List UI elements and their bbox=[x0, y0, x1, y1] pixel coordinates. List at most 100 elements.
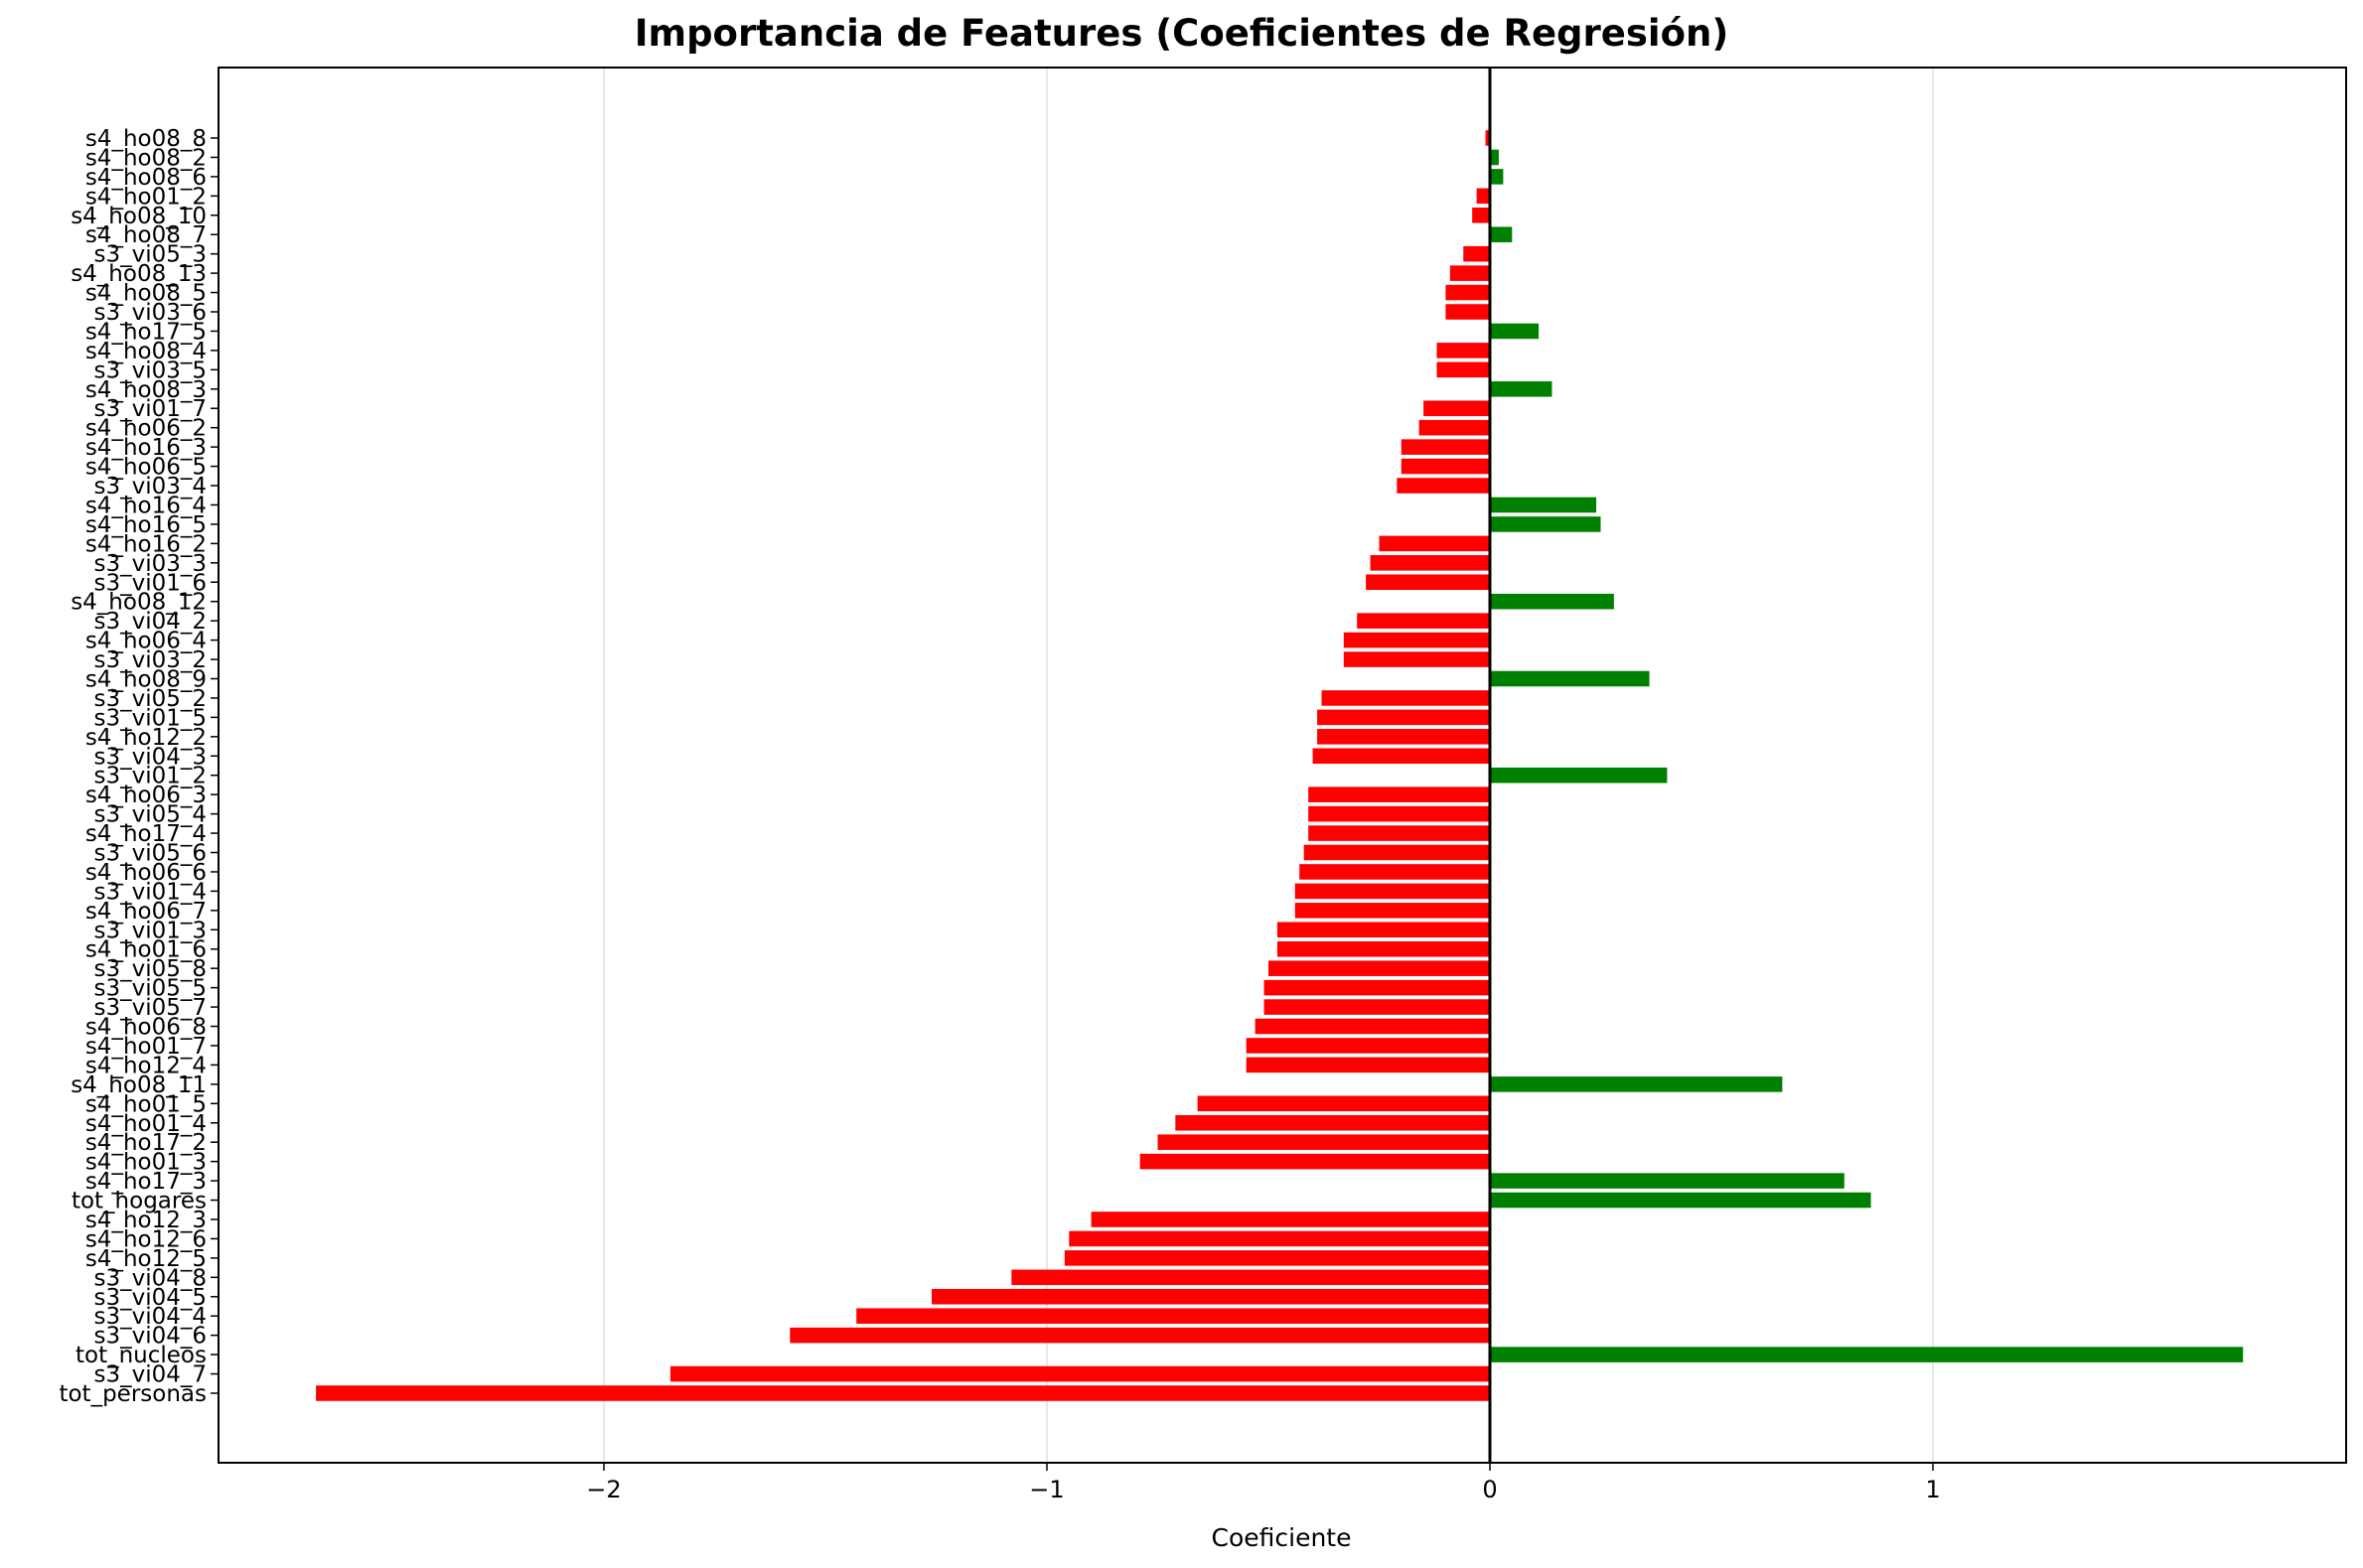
y-tick-label: s4_ho08_13 bbox=[71, 261, 207, 287]
bar bbox=[1343, 632, 1490, 648]
y-tick-label: s3_vi01_2 bbox=[93, 764, 207, 789]
y-tick-label: tot_personas bbox=[59, 1381, 207, 1407]
y-tick-label: s4_ho06_4 bbox=[85, 629, 207, 654]
y-tick-label: s4_ho08_2 bbox=[85, 145, 207, 171]
bar bbox=[1485, 130, 1490, 146]
bar bbox=[1357, 613, 1490, 629]
bar bbox=[1490, 670, 1650, 687]
bar bbox=[856, 1308, 1490, 1324]
y-tick-label: s3_vi04_3 bbox=[93, 744, 207, 770]
y-tick-label: s3_vi01_4 bbox=[93, 879, 207, 905]
y-tick-label: s4_ho01_5 bbox=[85, 1091, 207, 1117]
y-tick-label: s4_ho12_4 bbox=[85, 1053, 207, 1078]
y-tick-label: s4_ho12_6 bbox=[85, 1226, 207, 1252]
bar bbox=[1397, 478, 1490, 494]
y-tick-label: s4_ho08_5 bbox=[85, 281, 207, 307]
y-tick-label: s3_vi05_2 bbox=[93, 686, 207, 712]
y-tick-label: s4_ho06_6 bbox=[85, 860, 207, 886]
y-tick-label: s3_vi05_7 bbox=[93, 995, 207, 1021]
bar bbox=[1139, 1153, 1490, 1170]
y-tick-label: s3_vi05_5 bbox=[93, 976, 207, 1002]
y-tick-label: s4_ho08_9 bbox=[85, 666, 207, 692]
y-tick-label: s3_vi05_8 bbox=[93, 956, 207, 982]
y-tick-label: s4_ho08_11 bbox=[71, 1072, 207, 1098]
bar bbox=[1490, 1192, 1871, 1209]
bar bbox=[1463, 245, 1490, 262]
bar bbox=[1490, 1173, 1845, 1189]
bar bbox=[1436, 343, 1490, 358]
bar bbox=[1436, 361, 1490, 378]
y-tick-label: s4_ho06_8 bbox=[85, 1015, 207, 1041]
y-tick-label: s4_ho06_2 bbox=[85, 416, 207, 442]
bar bbox=[1321, 690, 1490, 706]
y-tick-label: s3_vi01_3 bbox=[93, 918, 207, 943]
bar bbox=[1246, 1057, 1490, 1073]
y-tick-label: s4_ho08_8 bbox=[85, 126, 207, 152]
bar bbox=[1370, 555, 1490, 571]
bar bbox=[1091, 1212, 1490, 1227]
bar bbox=[1490, 593, 1614, 610]
bar bbox=[1490, 323, 1540, 340]
y-tick-label: s4_ho17_5 bbox=[85, 319, 207, 345]
x-tick-label: 1 bbox=[1925, 1476, 1940, 1503]
x-tick-label: −1 bbox=[1029, 1476, 1064, 1503]
y-tick-label: s3_vi01_6 bbox=[93, 570, 207, 596]
y-tick-label: s3_vi03_5 bbox=[93, 357, 207, 383]
y-tick-label: s4_ho01_4 bbox=[85, 1111, 207, 1137]
y-tick-label: s4_ho06_7 bbox=[85, 899, 207, 925]
bar bbox=[1490, 516, 1601, 532]
bar bbox=[1490, 767, 1668, 784]
bar bbox=[1401, 439, 1490, 455]
y-tick-label: s3_vi01_5 bbox=[93, 705, 207, 731]
bar bbox=[1268, 960, 1490, 976]
y-tick-label: s3_vi03_6 bbox=[93, 300, 207, 326]
y-tick-label: s4_ho01_6 bbox=[85, 937, 207, 963]
chart-title: Importancia de Features (Coeficientes de… bbox=[634, 12, 1729, 55]
bar bbox=[1490, 149, 1499, 166]
y-tick-label: s4_ho08_4 bbox=[85, 339, 207, 364]
bar bbox=[932, 1288, 1490, 1305]
y-tick-label: s3_vi04_4 bbox=[93, 1304, 207, 1330]
bar bbox=[790, 1327, 1490, 1344]
bar bbox=[1490, 497, 1597, 513]
y-tick-label: s4_ho08_12 bbox=[71, 590, 207, 616]
bar bbox=[1263, 999, 1490, 1015]
bar bbox=[1308, 786, 1490, 802]
bar bbox=[1069, 1230, 1490, 1247]
y-tick-label: s3_vi04_5 bbox=[93, 1285, 207, 1311]
y-tick-label: s4_ho01_7 bbox=[85, 1034, 207, 1060]
bar bbox=[1423, 400, 1490, 417]
y-tick-label: s3_vi04_7 bbox=[93, 1362, 207, 1388]
bar bbox=[1303, 844, 1490, 861]
bar bbox=[1401, 458, 1490, 475]
y-tick-label: s4_ho12_3 bbox=[85, 1208, 207, 1233]
bar bbox=[1308, 805, 1490, 822]
bar bbox=[1263, 979, 1490, 996]
bar bbox=[1490, 1347, 2244, 1362]
bar bbox=[1490, 1076, 1783, 1092]
bar bbox=[1276, 940, 1490, 957]
bar bbox=[1255, 1018, 1490, 1035]
y-tick-label: s4_ho01_3 bbox=[85, 1150, 207, 1176]
y-tick-label: s4_ho08_6 bbox=[85, 165, 207, 191]
bar bbox=[1490, 226, 1513, 243]
y-tick-label: s4_ho08_10 bbox=[71, 204, 207, 229]
axes bbox=[211, 67, 2347, 1471]
bar bbox=[1472, 208, 1490, 223]
y-tick-label: s4_ho12_5 bbox=[85, 1246, 207, 1272]
bar bbox=[1197, 1095, 1490, 1112]
bar bbox=[1490, 381, 1552, 397]
y-tick-label: s4_ho16_3 bbox=[85, 435, 207, 461]
y-tick-label: s4_ho17_3 bbox=[85, 1169, 207, 1195]
y-tick-label: s4_ho17_4 bbox=[85, 821, 207, 847]
bar bbox=[1476, 188, 1490, 205]
y-tick-label: s3_vi04_8 bbox=[93, 1265, 207, 1291]
y-tick-label: s4_ho16_5 bbox=[85, 512, 207, 538]
bar bbox=[1294, 903, 1490, 919]
bar bbox=[1312, 748, 1490, 765]
bar bbox=[1157, 1134, 1490, 1150]
bar bbox=[1011, 1269, 1490, 1286]
bar bbox=[1445, 304, 1490, 320]
bar bbox=[1064, 1250, 1490, 1266]
